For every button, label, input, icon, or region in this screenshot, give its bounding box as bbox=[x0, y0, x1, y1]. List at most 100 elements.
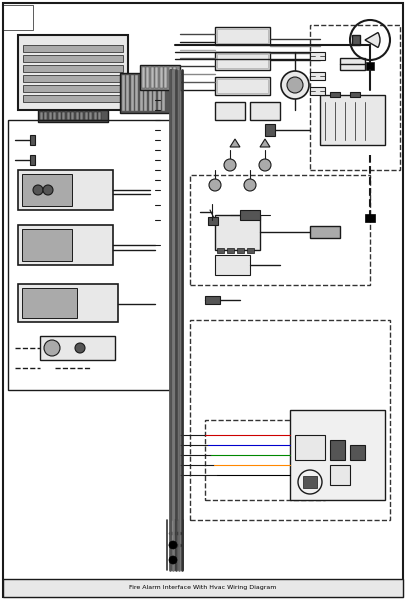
Bar bbox=[329, 92, 339, 97]
Bar bbox=[246, 248, 254, 253]
Bar bbox=[164, 67, 167, 88]
Bar bbox=[8, 120, 170, 390]
Bar bbox=[23, 55, 123, 62]
Bar bbox=[215, 102, 244, 120]
Bar bbox=[309, 87, 324, 95]
Bar bbox=[216, 29, 267, 43]
Bar bbox=[22, 229, 72, 261]
Circle shape bbox=[168, 541, 177, 549]
Bar bbox=[309, 226, 339, 238]
Bar bbox=[309, 72, 324, 80]
Bar bbox=[339, 58, 364, 70]
Circle shape bbox=[44, 340, 60, 356]
Bar bbox=[190, 175, 369, 285]
Bar bbox=[30, 135, 35, 145]
Text: WATCH: WATCH bbox=[57, 178, 342, 382]
Bar bbox=[155, 67, 158, 88]
Bar bbox=[58, 112, 61, 120]
Bar bbox=[146, 67, 149, 88]
Polygon shape bbox=[148, 170, 299, 315]
Bar bbox=[23, 85, 123, 92]
Bar bbox=[30, 155, 35, 165]
Bar bbox=[62, 112, 65, 120]
Wedge shape bbox=[364, 32, 379, 47]
Bar bbox=[3, 5, 33, 30]
Bar bbox=[216, 248, 224, 253]
Bar bbox=[309, 25, 399, 170]
Bar bbox=[216, 54, 267, 68]
Circle shape bbox=[209, 179, 220, 191]
Bar bbox=[249, 102, 279, 120]
Bar bbox=[23, 95, 123, 102]
Bar bbox=[289, 410, 384, 500]
Bar bbox=[226, 248, 233, 253]
Circle shape bbox=[168, 556, 177, 564]
Bar bbox=[120, 73, 170, 113]
Bar bbox=[22, 174, 72, 206]
Bar bbox=[215, 215, 259, 250]
Bar bbox=[216, 79, 267, 93]
Bar bbox=[215, 255, 249, 275]
Bar bbox=[205, 296, 220, 304]
Circle shape bbox=[75, 343, 85, 353]
Bar bbox=[89, 112, 92, 120]
Bar bbox=[18, 35, 128, 110]
Bar bbox=[49, 112, 52, 120]
Bar bbox=[94, 112, 97, 120]
Circle shape bbox=[43, 185, 53, 195]
Bar bbox=[151, 67, 153, 88]
Bar bbox=[22, 288, 77, 318]
Bar bbox=[23, 45, 123, 52]
Bar bbox=[239, 210, 259, 220]
Bar bbox=[38, 110, 108, 122]
Bar bbox=[18, 284, 118, 322]
Bar bbox=[40, 112, 43, 120]
Bar bbox=[302, 476, 316, 488]
Circle shape bbox=[280, 71, 308, 99]
Bar bbox=[215, 77, 269, 95]
Bar bbox=[329, 465, 349, 485]
Bar bbox=[158, 75, 161, 111]
Bar bbox=[349, 92, 359, 97]
Circle shape bbox=[224, 159, 235, 171]
Bar bbox=[168, 67, 172, 88]
Bar bbox=[349, 445, 364, 460]
Bar bbox=[149, 75, 151, 111]
Bar bbox=[135, 75, 138, 111]
Bar bbox=[131, 75, 134, 111]
Bar bbox=[76, 112, 79, 120]
Bar bbox=[215, 52, 269, 70]
Bar bbox=[294, 435, 324, 460]
Bar bbox=[160, 67, 162, 88]
Bar bbox=[153, 75, 156, 111]
Bar bbox=[207, 217, 217, 225]
Bar bbox=[364, 214, 374, 222]
Bar bbox=[53, 112, 56, 120]
Bar bbox=[3, 579, 402, 597]
Bar bbox=[309, 52, 324, 60]
Bar bbox=[71, 112, 74, 120]
Circle shape bbox=[286, 77, 302, 93]
Circle shape bbox=[258, 159, 270, 171]
Bar bbox=[23, 75, 123, 82]
Bar bbox=[98, 112, 101, 120]
Bar bbox=[45, 112, 47, 120]
Bar bbox=[80, 112, 83, 120]
Bar bbox=[126, 75, 129, 111]
Bar bbox=[40, 336, 115, 360]
Bar bbox=[351, 35, 359, 45]
Bar bbox=[319, 95, 384, 145]
Polygon shape bbox=[259, 139, 269, 147]
Bar bbox=[162, 75, 165, 111]
Bar bbox=[215, 27, 269, 45]
Bar bbox=[237, 248, 243, 253]
Circle shape bbox=[243, 179, 256, 191]
Bar bbox=[67, 112, 70, 120]
Polygon shape bbox=[230, 139, 239, 147]
Bar bbox=[18, 225, 113, 265]
Bar bbox=[140, 65, 179, 90]
Text: Fire Alarm Interface With Hvac Wiring Diagram: Fire Alarm Interface With Hvac Wiring Di… bbox=[129, 586, 276, 590]
Bar bbox=[205, 420, 324, 500]
Bar bbox=[144, 75, 147, 111]
Bar bbox=[85, 112, 88, 120]
